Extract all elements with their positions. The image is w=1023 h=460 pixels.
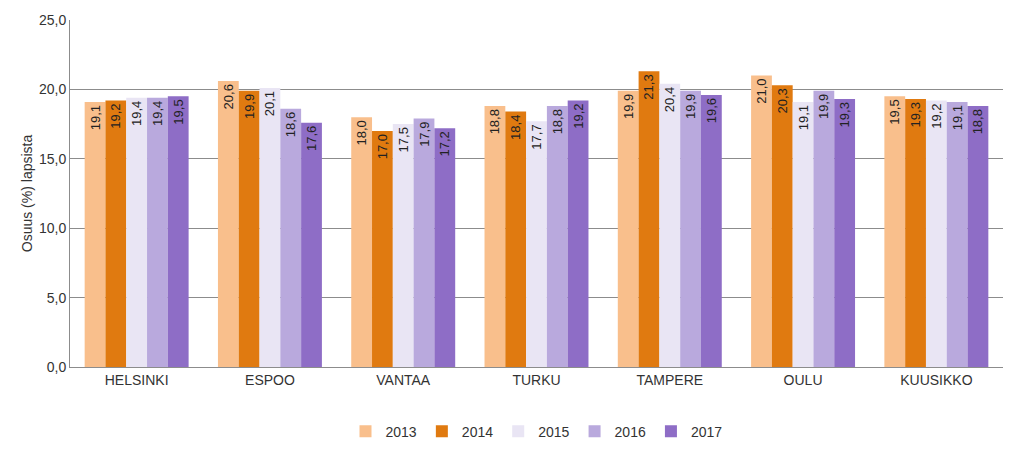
svg-text:2016: 2016 (615, 424, 646, 440)
svg-text:TURKU: TURKU (512, 372, 560, 388)
svg-text:HELSINKI: HELSINKI (105, 372, 169, 388)
svg-text:17,5: 17,5 (396, 127, 411, 152)
svg-text:19,9: 19,9 (816, 94, 831, 119)
svg-text:20,0: 20,0 (39, 81, 66, 97)
svg-text:19,3: 19,3 (837, 102, 852, 127)
svg-text:OULU: OULU (784, 372, 823, 388)
svg-text:19,9: 19,9 (242, 94, 257, 119)
svg-text:19,2: 19,2 (929, 104, 944, 129)
svg-text:2014: 2014 (462, 424, 493, 440)
svg-text:18,6: 18,6 (283, 112, 298, 137)
svg-text:ESPOO: ESPOO (245, 372, 295, 388)
svg-text:19,9: 19,9 (683, 94, 698, 119)
svg-text:19,5: 19,5 (171, 99, 186, 124)
svg-text:17,7: 17,7 (529, 124, 544, 149)
svg-text:2015: 2015 (538, 424, 569, 440)
svg-text:20,6: 20,6 (221, 84, 236, 109)
svg-text:VANTAA: VANTAA (376, 372, 431, 388)
svg-text:Osuus (%) lapsista: Osuus (%) lapsista (19, 135, 35, 253)
svg-text:10,0: 10,0 (39, 220, 66, 236)
svg-text:25,0: 25,0 (39, 12, 66, 28)
svg-text:19,4: 19,4 (129, 101, 144, 126)
svg-text:19,2: 19,2 (108, 104, 123, 129)
svg-text:18,0: 18,0 (354, 120, 369, 145)
svg-text:5,0: 5,0 (47, 290, 67, 306)
svg-text:18,8: 18,8 (970, 109, 985, 134)
svg-text:17,9: 17,9 (417, 122, 432, 147)
svg-text:20,4: 20,4 (662, 87, 677, 112)
svg-text:20,1: 20,1 (262, 91, 277, 116)
svg-text:KUUSIKKO: KUUSIKKO (900, 372, 972, 388)
svg-text:19,9: 19,9 (621, 94, 636, 119)
svg-text:2013: 2013 (386, 424, 417, 440)
svg-text:17,0: 17,0 (375, 134, 390, 159)
svg-text:18,4: 18,4 (508, 115, 523, 140)
svg-text:15,0: 15,0 (39, 151, 66, 167)
svg-text:19,3: 19,3 (908, 102, 923, 127)
svg-text:19,1: 19,1 (950, 105, 965, 130)
svg-text:19,2: 19,2 (571, 104, 586, 129)
svg-text:17,6: 17,6 (304, 126, 319, 151)
svg-text:TAMPERE: TAMPERE (636, 372, 703, 388)
svg-text:19,1: 19,1 (796, 105, 811, 130)
svg-text:21,3: 21,3 (641, 74, 656, 99)
svg-text:19,1: 19,1 (88, 105, 103, 130)
svg-text:21,0: 21,0 (754, 79, 769, 104)
svg-text:17,2: 17,2 (437, 131, 452, 156)
svg-text:2017: 2017 (691, 424, 722, 440)
svg-text:18,8: 18,8 (487, 109, 502, 134)
svg-text:19,4: 19,4 (150, 101, 165, 126)
svg-text:19,6: 19,6 (704, 98, 719, 123)
svg-text:20,3: 20,3 (775, 88, 790, 113)
svg-text:19,5: 19,5 (887, 99, 902, 124)
svg-text:0,0: 0,0 (47, 359, 67, 375)
svg-text:18,8: 18,8 (550, 109, 565, 134)
